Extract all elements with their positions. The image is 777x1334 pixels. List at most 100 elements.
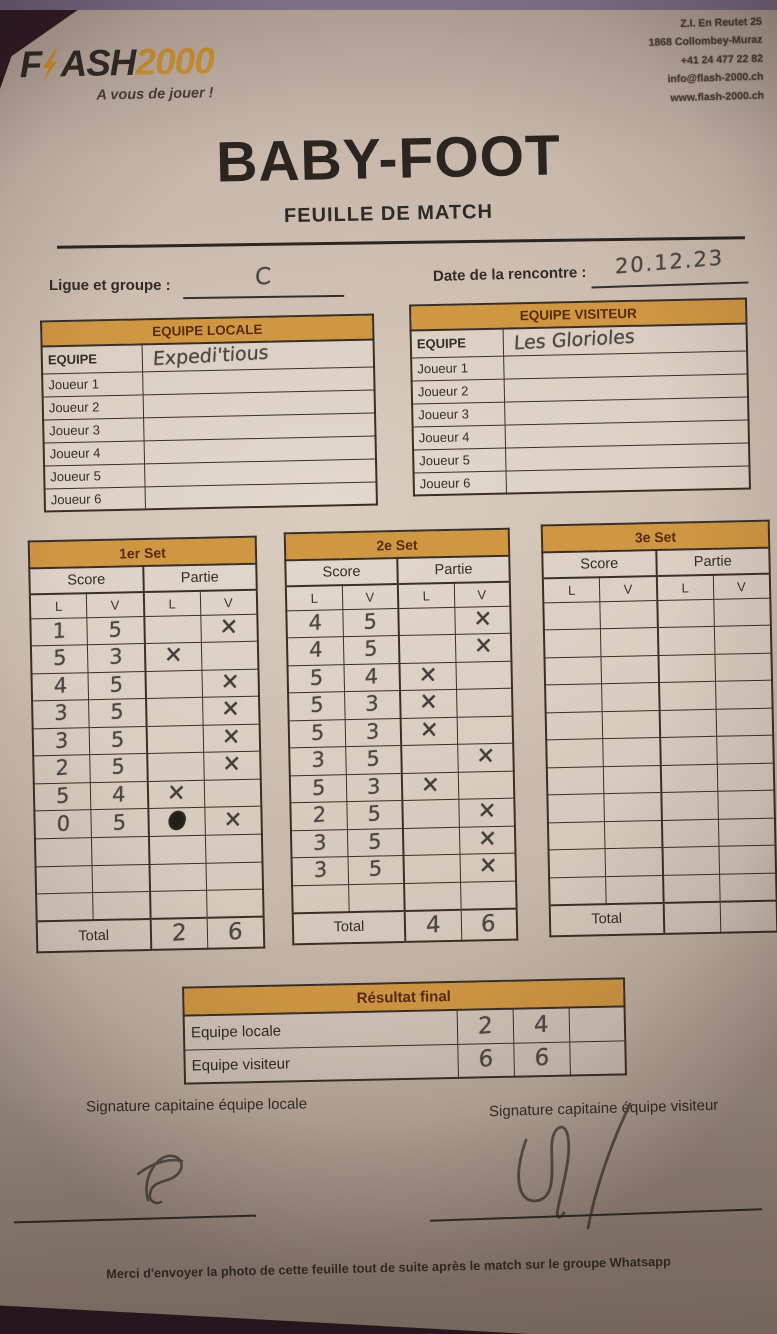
score-v-cell [600, 600, 658, 629]
partie-l-cell [147, 807, 206, 837]
score-v-cell: 4 [343, 663, 401, 692]
partie-v-header: V [200, 589, 258, 615]
score-l-cell: 4 [286, 609, 343, 638]
result-visitor-label: Equipe visiteur [184, 1043, 458, 1084]
partie-l-cell: ✕ [147, 779, 205, 809]
score-v-cell: 5 [89, 753, 148, 783]
score-group-header: Score [542, 550, 657, 579]
score-l-cell [546, 738, 604, 768]
score-v-cell [604, 819, 662, 849]
handwritten-value: 3 [365, 718, 380, 744]
score-l-cell: 3 [289, 746, 346, 776]
partie-l-cell: ✕ [400, 716, 458, 746]
partie-v-cell [205, 861, 264, 891]
player-value [505, 465, 750, 494]
handwritten-x-mark: ✕ [221, 723, 242, 752]
score-l-cell: 0 [34, 809, 92, 839]
handwritten-value: 5 [309, 664, 323, 691]
player-label: Joueur 4 [412, 424, 506, 450]
lightning-bolt-icon [42, 49, 57, 82]
score-group-header: Score [285, 558, 398, 587]
partie-l-cell [146, 724, 204, 754]
handwritten-value: 5 [368, 856, 383, 882]
total-l-cell [663, 901, 721, 934]
partie-l-cell [149, 862, 207, 892]
handwritten-x-mark: ✕ [163, 642, 184, 670]
handwritten-value: 5 [108, 616, 123, 642]
score-v-cell: 3 [87, 643, 145, 673]
score-v-cell: 5 [87, 616, 145, 645]
score-l-cell: 2 [33, 754, 91, 784]
total-l-cell: 4 [404, 909, 462, 942]
partie-l-cell [656, 598, 715, 628]
handwritten-value: 5 [52, 645, 67, 671]
partie-v-cell [460, 880, 517, 910]
handwritten-x-mark: ✕ [472, 605, 493, 634]
score-l-cell [35, 865, 93, 894]
score-v-cell [600, 627, 658, 657]
partie-v-cell: ✕ [203, 751, 261, 780]
partie-l-cell: ✕ [401, 771, 459, 801]
score-v-cell: 5 [88, 698, 147, 728]
score-v-cell [603, 764, 661, 794]
partie-v-cell [715, 680, 773, 709]
score-l-header: L [29, 593, 88, 619]
handwritten-x-mark: ✕ [219, 613, 239, 642]
partie-v-cell [201, 641, 259, 670]
partie-v-cell [717, 790, 775, 819]
player-label: Joueur 6 [413, 470, 507, 496]
score-v-cell: 5 [342, 608, 399, 637]
score-v-cell: 5 [347, 855, 405, 885]
handwritten-value: 4 [112, 781, 126, 807]
handwritten-x-mark: ✕ [419, 717, 440, 745]
handwritten-x-mark: ✕ [223, 806, 243, 834]
partie-l-cell [404, 881, 461, 911]
handwritten-value: 5 [364, 636, 378, 662]
score-v-cell [348, 882, 405, 912]
total-v-cell: 6 [206, 916, 265, 949]
partie-group-header: Partie [142, 563, 257, 593]
result-local-label: Equipe locale [183, 1009, 458, 1050]
partie-l-cell: ✕ [400, 689, 457, 719]
page-subtitle: FEUILLE DE MATCH [283, 200, 494, 228]
partie-l-header: L [397, 582, 455, 609]
score-v-header: V [341, 584, 399, 610]
score-v-cell: 3 [344, 690, 401, 720]
signature-visitor [517, 1102, 632, 1230]
handwritten-value: 3 [109, 644, 123, 670]
partie-l-cell: ✕ [399, 661, 457, 691]
partie-l-cell: ✕ [144, 642, 202, 672]
brand-tagline: A vous de jouer ! [96, 85, 214, 104]
partie-l-cell [661, 846, 720, 875]
score-v-cell: 5 [89, 726, 147, 755]
paper [0, 9, 777, 1334]
score-l-cell [34, 837, 93, 867]
score-l-cell: 3 [291, 856, 349, 886]
handwritten-x-mark: ✕ [166, 780, 187, 808]
partie-l-cell [660, 791, 719, 820]
handwritten-value: 6 [481, 910, 497, 938]
score-v-cell [601, 682, 660, 712]
partie-v-cell: ✕ [202, 723, 261, 753]
brand-prefix: F [19, 43, 42, 86]
score-l-cell [549, 876, 607, 905]
player-label: Joueur 2 [42, 394, 144, 420]
result-visitor-set1: 6 [457, 1042, 514, 1078]
score-l-cell [36, 892, 94, 922]
partie-l-cell [401, 744, 458, 773]
partie-v-cell: ✕ [454, 633, 512, 662]
ink-blot [166, 808, 188, 833]
partie-v-cell [455, 660, 513, 690]
partie-v-cell: ✕ [458, 798, 515, 827]
handwritten-value: 3 [366, 773, 381, 799]
handwritten-x-mark: ✕ [222, 751, 242, 779]
score-v-cell: 5 [88, 671, 146, 700]
partie-v-cell [457, 770, 515, 800]
score-group-header: Score [29, 566, 144, 595]
score-l-cell: 5 [287, 664, 345, 693]
score-l-cell: 5 [288, 719, 346, 748]
handwritten-value: 5 [110, 699, 125, 725]
league-handwritten-value: C [255, 263, 272, 291]
handwritten-value: 2 [171, 919, 187, 947]
